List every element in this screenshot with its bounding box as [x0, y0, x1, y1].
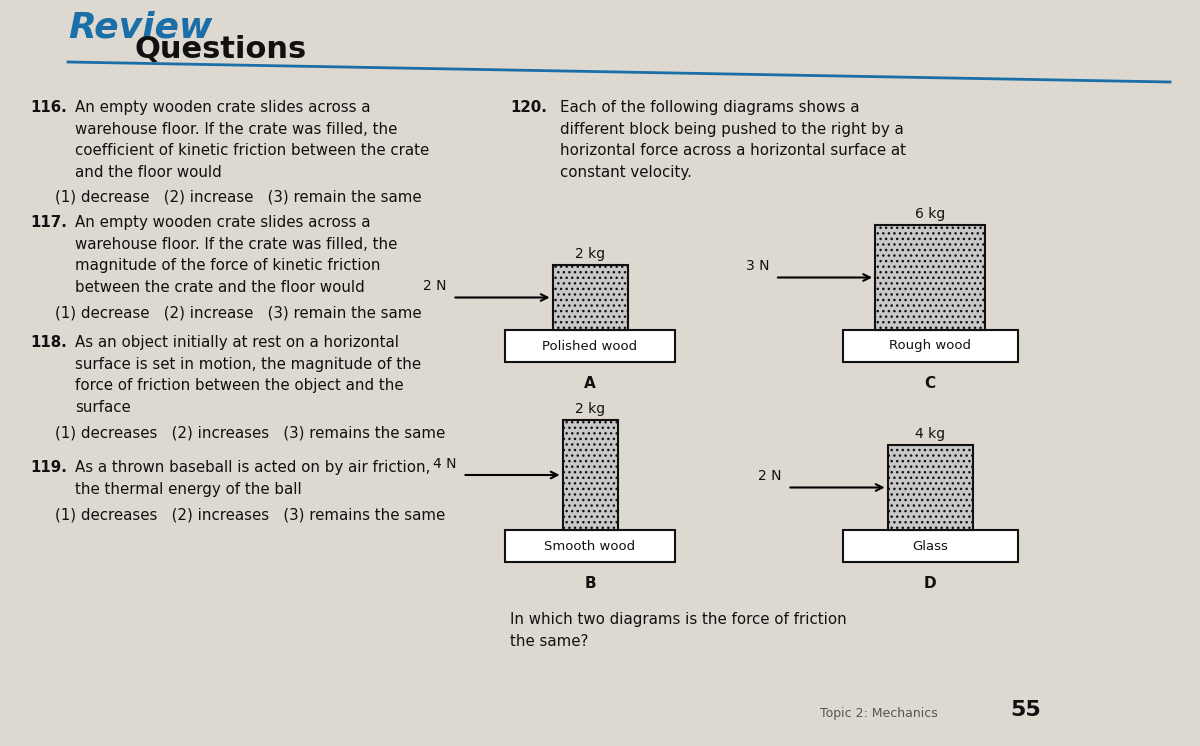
- Text: Polished wood: Polished wood: [542, 339, 637, 353]
- Text: B: B: [584, 576, 596, 591]
- Text: 120.: 120.: [510, 100, 547, 115]
- Text: 55: 55: [1010, 700, 1040, 720]
- Text: (1) decreases   (2) increases   (3) remains the same: (1) decreases (2) increases (3) remains …: [55, 508, 445, 523]
- Bar: [552, 265, 628, 330]
- Text: 4 N: 4 N: [433, 457, 456, 471]
- Text: As an object initially at rest on a horizontal
surface is set in motion, the mag: As an object initially at rest on a hori…: [74, 335, 421, 415]
- Bar: [563, 420, 618, 530]
- Text: 2 kg: 2 kg: [575, 402, 605, 416]
- Text: Review: Review: [68, 10, 212, 44]
- Text: Smooth wood: Smooth wood: [545, 539, 636, 553]
- Text: 2 kg: 2 kg: [575, 247, 605, 261]
- Bar: [505, 530, 674, 562]
- Text: Questions: Questions: [134, 35, 307, 64]
- Text: 3 N: 3 N: [745, 260, 769, 274]
- Text: An empty wooden crate slides across a
warehouse floor. If the crate was filled, : An empty wooden crate slides across a wa…: [74, 215, 397, 295]
- Text: (1) decrease   (2) increase   (3) remain the same: (1) decrease (2) increase (3) remain the…: [55, 190, 421, 205]
- Text: 116.: 116.: [30, 100, 67, 115]
- Text: 4 kg: 4 kg: [914, 427, 946, 441]
- Text: As a thrown baseball is acted on by air friction,
the thermal energy of the ball: As a thrown baseball is acted on by air …: [74, 460, 431, 497]
- Text: An empty wooden crate slides across a
warehouse floor. If the crate was filled, : An empty wooden crate slides across a wa…: [74, 100, 430, 180]
- Text: (1) decrease   (2) increase   (3) remain the same: (1) decrease (2) increase (3) remain the…: [55, 305, 421, 320]
- Bar: [505, 330, 674, 362]
- Text: 2 N: 2 N: [424, 280, 446, 293]
- Text: C: C: [924, 376, 936, 391]
- Text: Rough wood: Rough wood: [889, 339, 971, 353]
- Text: In which two diagrams is the force of friction
the same?: In which two diagrams is the force of fr…: [510, 612, 847, 648]
- Text: (1) decreases   (2) increases   (3) remains the same: (1) decreases (2) increases (3) remains …: [55, 425, 445, 440]
- Text: 117.: 117.: [30, 215, 67, 230]
- Bar: [875, 225, 985, 330]
- Text: 2 N: 2 N: [758, 469, 781, 483]
- Bar: [842, 530, 1018, 562]
- Text: Glass: Glass: [912, 539, 948, 553]
- Bar: [888, 445, 972, 530]
- Text: D: D: [924, 576, 936, 591]
- Bar: [842, 330, 1018, 362]
- Text: 118.: 118.: [30, 335, 67, 350]
- Text: 119.: 119.: [30, 460, 67, 475]
- Text: A: A: [584, 376, 596, 391]
- Text: 6 kg: 6 kg: [914, 207, 946, 221]
- Text: Topic 2: Mechanics: Topic 2: Mechanics: [820, 707, 937, 720]
- Text: Each of the following diagrams shows a
different block being pushed to the right: Each of the following diagrams shows a d…: [560, 100, 906, 180]
